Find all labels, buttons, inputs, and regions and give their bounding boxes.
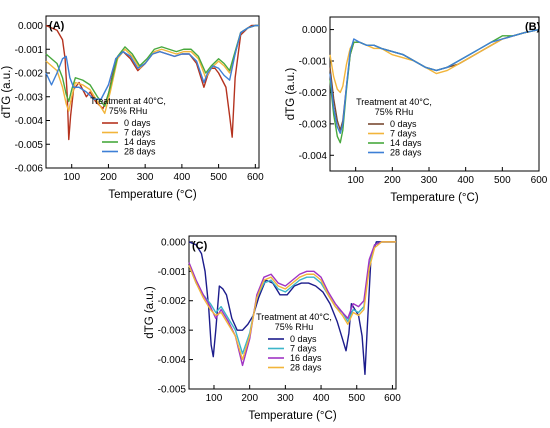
panel-a-legend-label-0: 0 days [124,118,151,128]
panel-c-plot-frame [188,235,397,390]
panel-a-x-tick-label-2: 300 [137,172,154,183]
panel-b-y-tick-label-3: -0.003 [299,119,328,130]
panel-b-x-tick-label-5: 600 [531,175,548,186]
panel-c-ticks: 100 200 300 400 500 600 0.000 -0.001 -0.002 -0.00… [158,237,402,404]
panel-a-label: (A) [49,20,65,32]
panel-a-x-tick-label-0: 100 [63,172,80,183]
panel-b-label: (B) [525,21,541,33]
panel-b-y-tick-label-2: -0.002 [299,88,328,99]
panel-a-x-axis-title: Temperature (°C) [108,189,196,201]
panel-c-y-axis-title: dTG (a.u.) [144,286,156,339]
panel-b-y-tick-label-1: -0.001 [299,57,328,68]
panel-b-legend-label-0: 0 days [390,119,417,129]
panel-a-legend-title-line2: 75% RHu [109,106,148,116]
panel-b-x-tick-label-1: 200 [384,175,401,186]
panel-a-plot-frame [45,15,260,169]
panel-a-series [45,24,259,141]
panel-b-series-line-3 [329,28,540,134]
panel-b-x-tick-label-4: 500 [494,175,511,186]
panel-a-y-tick-label-0: 0.000 [18,21,43,32]
panel-c-x-tick-label-4: 500 [348,393,365,404]
panel-b-ticks: 100 200 300 400 500 600 0.000 -0.001 -0.002 -0.00… [299,25,548,186]
panel-a-y-tick-label-1: -0.001 [15,45,44,56]
panel-c-legend-label-1: 7 days [290,344,317,354]
panel-c-y-tick-label-2: -0.002 [158,296,187,307]
panel-b-y-axis-title: dTG (a.u.) [285,68,297,121]
panel-c-legend-label-3: 28 days [290,363,322,373]
panel-b-legend-title-line2: 75% RHu [375,107,414,117]
panel-b-x-tick-label-2: 300 [421,175,438,186]
panel-a-series-line-3 [45,24,259,100]
panel-c-legend-label-0: 0 days [290,334,317,344]
panel-a-x-tick-label-5: 600 [247,172,264,183]
panel-a-y-tick-label-2: -0.002 [15,69,44,80]
panel-b-x-tick-label-0: 100 [347,175,364,186]
panel-a-x-tick-label-3: 400 [174,172,191,183]
panel-b-y-tick-label-4: -0.004 [299,151,328,162]
panel-a-legend-title-line1: Treatment at 40°C, [90,96,166,106]
panel-b: 100 200 300 400 500 600 0.000 -0.001 -0.002 -0.00… [285,16,548,204]
panel-c-label: (C) [192,240,208,252]
panel-c-x-tick-label-2: 300 [277,393,294,404]
panel-c: 100 200 300 400 500 600 0.000 -0.001 -0.002 -0.00… [144,235,402,422]
panel-a-x-tick-label-1: 200 [100,172,117,183]
panel-a-y-axis-title: dTG (a.u.) [1,66,13,119]
panel-a-y-tick-label-6: -0.006 [15,164,44,175]
panel-c-y-tick-label-4: -0.004 [158,355,187,366]
panel-c-legend-title-line1: Treatment at 40°C, [256,312,332,322]
panel-c-x-axis-title: Temperature (°C) [248,410,336,422]
panel-b-legend-label-3: 28 days [390,148,422,158]
panel-c-x-tick-label-0: 100 [206,393,223,404]
panel-c-legend-title-line2: 75% RHu [275,322,314,332]
panel-a-ticks: 100 200 300 400 500 600 0.000 -0.001 -0.002 -0.00… [15,21,264,183]
panel-b-legend-label-2: 14 days [390,138,422,148]
panel-c-y-tick-label-0: 0.000 [161,237,186,248]
panel-a-series-line-0 [45,24,259,141]
panel-a-legend-label-1: 7 days [124,128,151,138]
panel-c-series-line-1 [188,241,396,355]
panel-b-legend-title-line1: Treatment at 40°C, [356,97,432,107]
panel-b-series-line-1 [329,28,540,94]
panel-b-plot-frame [329,16,540,172]
panel-c-y-tick-label-3: -0.003 [158,326,187,337]
panel-c-x-tick-label-1: 200 [241,393,258,404]
panel-c-y-tick-label-1: -0.001 [158,267,187,278]
panel-a-x-tick-label-4: 500 [210,172,227,183]
panel-c-series-line-3 [188,241,396,361]
panel-a: 100 200 300 400 500 600 0.000 -0.001 -0.002 -0.00… [1,15,264,201]
panel-a-series-line-2 [45,24,259,107]
panel-a-y-tick-label-5: -0.005 [15,140,44,151]
panel-b-series-line-0 [329,28,540,131]
panel-b-series-line-2 [329,28,540,144]
panel-c-y-tick-label-5: -0.005 [158,385,187,396]
panel-b-x-tick-label-3: 400 [457,175,474,186]
panel-a-legend-label-3: 28 days [124,147,156,157]
panel-c-x-tick-label-5: 600 [384,393,401,404]
panel-c-series-line-2 [188,241,396,367]
panel-b-legend-label-1: 7 days [390,129,417,139]
panel-c-series-line-0 [188,241,396,375]
panel-b-series [329,28,540,144]
panel-b-y-tick-label-0: 0.000 [302,25,327,36]
panel-b-x-axis-title: Temperature (°C) [390,192,478,204]
panel-c-series [188,241,396,375]
panel-c-legend-label-2: 16 days [290,353,322,363]
panel-a-y-tick-label-4: -0.004 [15,116,44,127]
panel-a-legend-label-2: 14 days [124,137,156,147]
panel-a-y-tick-label-3: -0.003 [15,92,44,103]
panel-c-x-tick-label-3: 400 [313,393,330,404]
